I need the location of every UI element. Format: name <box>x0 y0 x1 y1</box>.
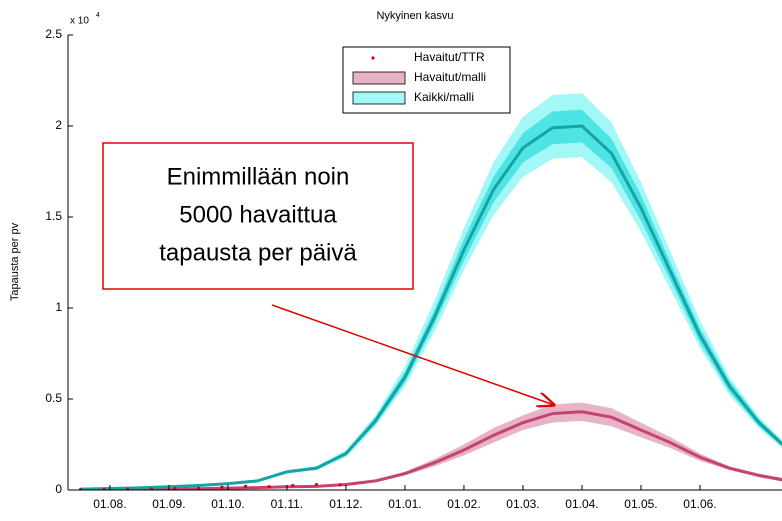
y-tick-label: 2 <box>55 118 62 132</box>
line <box>80 410 782 490</box>
annotation-arrow <box>271 304 554 405</box>
x-tick-label: 01.12. <box>329 497 362 511</box>
point <box>338 483 342 487</box>
y-tick-label: 2.5 <box>45 27 62 41</box>
x-tick-label: 01.01. <box>388 497 421 511</box>
y-multiplier-exponent: 4 <box>96 12 100 19</box>
annotation-text: 5000 havaittua <box>179 201 337 228</box>
y-multiplier: x 10 <box>70 16 89 27</box>
x-tick-label: 01.11. <box>271 497 303 511</box>
point <box>314 482 319 487</box>
x-tick-label: 01.10. <box>211 497 244 511</box>
x-tick-label: 01.03. <box>506 497 539 511</box>
point <box>173 486 177 490</box>
x-tick-label: 01.04. <box>565 497 598 511</box>
legend-label: Havaitut/TTR <box>414 50 485 64</box>
x-tick-label: 01.08. <box>93 497 126 511</box>
x-tick-label: 01.09. <box>152 497 185 511</box>
y-tick-label: 0 <box>55 482 62 496</box>
x-tick-label: 01.05. <box>624 497 657 511</box>
legend <box>342 46 511 114</box>
x-tick-label: 01.06. <box>683 497 716 511</box>
point <box>196 486 201 490</box>
point <box>220 485 224 489</box>
y-tick-label: 1 <box>55 300 62 314</box>
y-tick-label: 1.5 <box>45 209 62 223</box>
annotation-text: Enimmillään noin <box>167 163 350 190</box>
point <box>149 487 153 490</box>
annotation-box <box>102 142 414 290</box>
y-axis-label: Tapausta per pv <box>9 222 21 301</box>
legend-label: Havaitut/malli <box>414 70 486 84</box>
legend-label: Kaikki/malli <box>414 90 474 104</box>
point <box>102 487 106 490</box>
x-tick-label: 01.02. <box>447 497 480 511</box>
legend-swatch <box>371 56 375 60</box>
band <box>80 402 782 490</box>
y-tick-label: 0.5 <box>45 391 62 405</box>
point <box>125 487 130 490</box>
point <box>267 485 271 489</box>
chart-title: Nykyinen kasvu <box>376 10 453 22</box>
annotation-text: tapausta per päivä <box>159 239 357 266</box>
point <box>291 483 295 488</box>
line <box>80 124 782 490</box>
legend-swatch <box>352 71 406 85</box>
point <box>244 484 248 488</box>
legend-swatch <box>352 91 406 105</box>
